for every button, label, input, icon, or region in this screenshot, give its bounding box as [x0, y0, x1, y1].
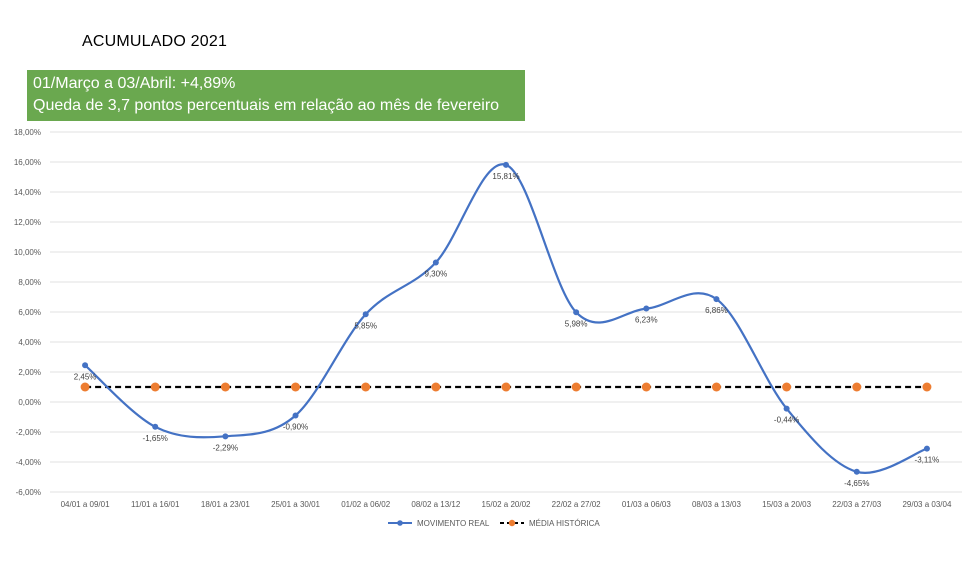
x-tick-label: 22/03 a 27/03 [832, 500, 881, 509]
movimento-real-line [84, 163, 928, 474]
media-historica-point [80, 382, 90, 392]
y-tick-label: 12,00% [14, 218, 41, 227]
y-tick-label: 6,00% [18, 308, 41, 317]
y-tick-label: 4,00% [18, 338, 41, 347]
data-label: -2,29% [213, 443, 238, 452]
x-tick-label: 11/01 a 16/01 [131, 500, 180, 509]
data-label: -3,11% [915, 456, 940, 465]
y-tick-label: 2,00% [18, 368, 41, 377]
movimento-real-point [783, 405, 790, 412]
media-historica-point [922, 382, 932, 392]
legend-real-label: MOVIMENTO REAL [417, 519, 490, 528]
movimento-real-point [643, 305, 650, 312]
movimento-real-point [573, 309, 580, 316]
x-tick-label: 08/03 a 13/03 [692, 500, 741, 509]
highlight-note-box: 01/Março a 03/Abril: +4,89% Queda de 3,7… [27, 70, 525, 121]
data-label: 5,98% [565, 319, 588, 328]
media-historica-point [782, 382, 792, 392]
media-historica-point [150, 382, 160, 392]
x-tick-label: 18/01 a 23/01 [201, 500, 250, 509]
data-label: -0,44% [774, 416, 799, 425]
x-tick-label: 15/03 a 20/03 [762, 500, 811, 509]
x-tick-label: 29/03 a 03/04 [902, 500, 951, 509]
media-historica-point [220, 382, 230, 392]
x-tick-label: 25/01 a 30/01 [271, 500, 320, 509]
y-tick-label: 16,00% [14, 158, 41, 167]
media-historica-point [641, 382, 651, 392]
x-tick-label: 15/02 a 20/02 [482, 500, 531, 509]
page-title: ACUMULADO 2021 [82, 33, 228, 50]
note-period-result: 01/Março a 03/Abril: +4,89% [33, 75, 236, 92]
y-tick-label: -4,00% [16, 458, 41, 467]
data-label: 15,81% [492, 172, 519, 181]
media-historica-point [852, 382, 862, 392]
data-label: 9,30% [425, 270, 448, 279]
x-tick-label: 01/03 a 06/03 [622, 500, 671, 509]
legend-media-label: MÉDIA HISTÓRICA [529, 519, 600, 528]
movimento-real-point [713, 296, 720, 303]
movimento-real-point [432, 259, 439, 266]
x-tick-label: 01/02 a 06/02 [341, 500, 390, 509]
y-tick-label: -2,00% [16, 428, 41, 437]
y-tick-label: -6,00% [16, 488, 41, 497]
media-historica-point [571, 382, 581, 392]
x-tick-label: 22/02 a 27/02 [552, 500, 601, 509]
data-label: 5,85% [354, 321, 377, 330]
media-historica-point [431, 382, 441, 392]
movimento-real-point [292, 412, 299, 419]
note-comparison: Queda de 3,7 pontos percentuais em relaç… [33, 97, 500, 114]
y-tick-label: 14,00% [14, 188, 41, 197]
movimento-real-point [503, 161, 509, 168]
movimento-real-point [82, 362, 89, 369]
movimento-real-point [362, 311, 369, 318]
media-historica-point [501, 382, 511, 392]
legend-real-swatch-marker [397, 520, 403, 526]
y-tick-label: 0,00% [18, 398, 41, 407]
x-tick-label: 04/01 a 09/01 [61, 500, 110, 509]
media-historica-point [711, 382, 721, 392]
y-tick-label: 8,00% [18, 278, 41, 287]
data-label: 6,86% [705, 306, 728, 315]
legend-media-swatch-marker [508, 519, 516, 527]
movimento-real-point [923, 445, 930, 452]
data-label: -4,65% [844, 479, 869, 488]
data-label: 6,23% [635, 316, 658, 325]
data-label: 2,45% [74, 372, 97, 381]
movimento-real-point [853, 468, 860, 475]
y-tick-label: 10,00% [14, 248, 41, 257]
media-historica-point [291, 382, 301, 392]
movimento-real-point [222, 433, 229, 440]
x-tick-label: 08/02 a 13/12 [411, 500, 460, 509]
data-label: -0,90% [283, 423, 308, 432]
movimento-real-point [152, 423, 159, 430]
y-tick-label: 18,00% [14, 128, 41, 137]
data-label: -1,65% [143, 434, 168, 443]
media-historica-point [361, 382, 371, 392]
